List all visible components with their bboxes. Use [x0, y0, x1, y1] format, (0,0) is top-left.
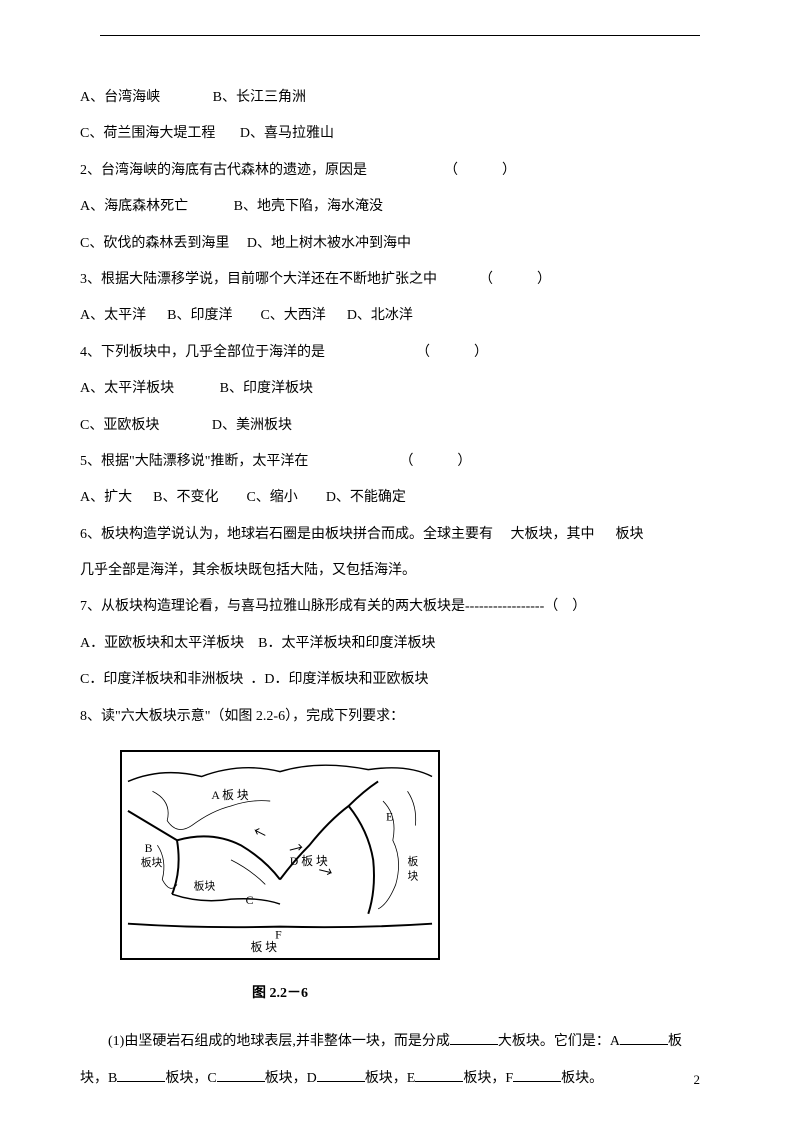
q7-opt-a: A．亚欧板块和太平洋板块: [80, 636, 244, 651]
q3-paren: （ ）: [479, 272, 557, 287]
fig-label-e3: 块: [408, 871, 419, 883]
q6-line1: 6、板块构造学说认为，地球岩石圈是由板块拼合而成。全球主要有 大板块，其中 板块: [80, 517, 720, 553]
blank-f: [513, 1066, 561, 1082]
q6-line2: 几乎全部是海洋，其余板块既包括大陆，又包括海洋。: [80, 553, 720, 589]
q8-fill-mid1: 大板块。它们是：A: [498, 1034, 620, 1049]
figure-container: A 板 块 B 板块 C 板块 D 板 块 E 板 块 F 板 块 图 2.2－…: [120, 750, 440, 1004]
header-rule: [100, 35, 700, 36]
fig-label-c2: 板块: [194, 879, 216, 892]
q8-fill-b: 板块，C: [165, 1071, 216, 1086]
q2-paren: （ ）: [444, 163, 522, 178]
q5-opt-d: D、不能确定: [326, 490, 406, 505]
q5-opt-c: C、缩小: [246, 490, 297, 505]
q3-opt-d: D、北冰洋: [347, 308, 413, 323]
q3-opt-b: B、印度洋: [167, 308, 232, 323]
fig-label-e: E: [386, 811, 393, 824]
fig-label-e2: 板: [408, 855, 419, 868]
page-number: 2: [694, 1063, 701, 1097]
q7-opt-c: C．印度洋板块和非洲板块: [80, 672, 243, 687]
blank-a: [620, 1029, 668, 1045]
blank-count: [450, 1029, 498, 1045]
q3-opt-a: A、太平洋: [80, 308, 146, 323]
q4-opt-c: C、亚欧板块: [80, 418, 159, 433]
q3-stem: 3、根据大陆漂移学说，目前哪个大洋还在不断地扩张之中: [80, 272, 437, 287]
q8-fill-line1: (1)由坚硬岩石组成的地球表层,并非整体一块，而是分成 大板块。它们是：A 板: [80, 1024, 720, 1060]
q7-options-ab: A．亚欧板块和太平洋板块 B．太平洋板块和印度洋板块: [80, 626, 720, 662]
q7-options-cd: C．印度洋板块和非洲板块 ．D．印度洋板块和亚欧板块: [80, 662, 720, 698]
fig-label-f: F: [275, 928, 282, 941]
q8-l2-start: 块，B: [80, 1071, 117, 1086]
q8-fill-d: 板块，E: [365, 1071, 416, 1086]
q2-opt-b: B、地壳下陷，海水淹没: [234, 199, 383, 214]
q4-opt-d: D、美洲板块: [212, 418, 292, 433]
document-content: A、台湾海峡 B、长江三角洲 C、荷兰围海大堤工程 D、喜马拉雅山 2、台湾海峡…: [80, 80, 720, 1097]
q1-opt-d: D、喜马拉雅山: [240, 126, 334, 141]
q5-paren: （ ）: [399, 454, 477, 469]
q4-stem: 4、下列板块中，几乎全部位于海洋的是: [80, 345, 325, 360]
q8-fill-paragraph: (1)由坚硬岩石组成的地球表层,并非整体一块，而是分成 大板块。它们是：A 板 块，…: [80, 1024, 720, 1097]
q8-stem: 8、读"六大板块示意"（如图 2.2-6），完成下列要求：: [80, 699, 720, 735]
q8-fill-prefix: (1)由坚硬岩石组成的地球表层,并非整体一块，而是分成: [108, 1034, 450, 1049]
q2-opt-d: D、地上树木被水冲到海中: [247, 236, 411, 251]
q2-options-cd: C、砍伐的森林丢到海里 D、地上树木被水冲到海中: [80, 226, 720, 262]
q1-opt-c: C、荷兰围海大堤工程: [80, 126, 215, 141]
q1-options-cd: C、荷兰围海大堤工程 D、喜马拉雅山: [80, 116, 720, 152]
plate-map-figure: A 板 块 B 板块 C 板块 D 板 块 E 板 块 F 板 块: [120, 750, 440, 960]
figure-caption: 图 2.2－6: [120, 983, 440, 1004]
q8-fill-mid2: 板: [668, 1034, 682, 1049]
q4-options-cd: C、亚欧板块 D、美洲板块: [80, 408, 720, 444]
fig-label-b: B: [145, 842, 153, 855]
q5-stem-line: 5、根据"大陆漂移说"推断，太平洋在 （ ）: [80, 444, 720, 480]
q4-paren: （ ）: [416, 345, 494, 360]
q8-fill-c: 板块，D: [265, 1071, 317, 1086]
q5-opt-b: B、不变化: [153, 490, 218, 505]
q2-opt-c: C、砍伐的森林丢到海里: [80, 236, 229, 251]
q7-opt-d: ．D．印度洋板块和亚欧板块: [250, 672, 428, 687]
q2-stem-line: 2、台湾海峡的海底有古代森林的遗迹，原因是 （ ）: [80, 153, 720, 189]
q4-options-ab: A、太平洋板块 B、印度洋板块: [80, 371, 720, 407]
blank-c: [217, 1066, 265, 1082]
q7-stem: 7、从板块构造理论看，与喜马拉雅山脉形成有关的两大板块是------------…: [80, 589, 720, 625]
fig-label-c: C: [246, 894, 254, 907]
blank-e: [415, 1066, 463, 1082]
q4-stem-line: 4、下列板块中，几乎全部位于海洋的是 （ ）: [80, 335, 720, 371]
q2-stem: 2、台湾海峡的海底有古代森林的遗迹，原因是: [80, 163, 367, 178]
fig-label-d: D 板 块: [290, 854, 328, 868]
q8-fill-e: 板块，F: [463, 1071, 513, 1086]
q5-stem: 5、根据"大陆漂移说"推断，太平洋在: [80, 454, 308, 469]
q2-opt-a: A、海底森林死亡: [80, 199, 188, 214]
q3-stem-line: 3、根据大陆漂移学说，目前哪个大洋还在不断地扩张之中 （ ）: [80, 262, 720, 298]
blank-d: [317, 1066, 365, 1082]
q5-options: A、扩大 B、不变化 C、缩小 D、不能确定: [80, 480, 720, 516]
blank-b: [117, 1066, 165, 1082]
q4-opt-b: B、印度洋板块: [220, 381, 313, 396]
q5-opt-a: A、扩大: [80, 490, 132, 505]
q3-options: A、太平洋 B、印度洋 C、大西洋 D、北冰洋: [80, 298, 720, 334]
q7-opt-b: B．太平洋板块和印度洋板块: [258, 636, 435, 651]
q1-opt-b: B、长江三角洲: [213, 90, 306, 105]
q3-opt-c: C、大西洋: [260, 308, 325, 323]
q1-opt-a: A、台湾海峡: [80, 90, 160, 105]
fig-label-b2: 板块: [141, 856, 163, 869]
fig-label-f2: 板 块: [251, 940, 278, 954]
q1-options-ab: A、台湾海峡 B、长江三角洲: [80, 80, 720, 116]
q2-options-ab: A、海底森林死亡 B、地壳下陷，海水淹没: [80, 189, 720, 225]
q8-fill-line2: 块，B 板块，C 板块，D 板块，E 板块，F 板块。: [80, 1061, 720, 1097]
q8-fill-end: 板块。: [561, 1071, 603, 1086]
q4-opt-a: A、太平洋板块: [80, 381, 174, 396]
fig-label-a: A 板 块: [211, 788, 248, 802]
